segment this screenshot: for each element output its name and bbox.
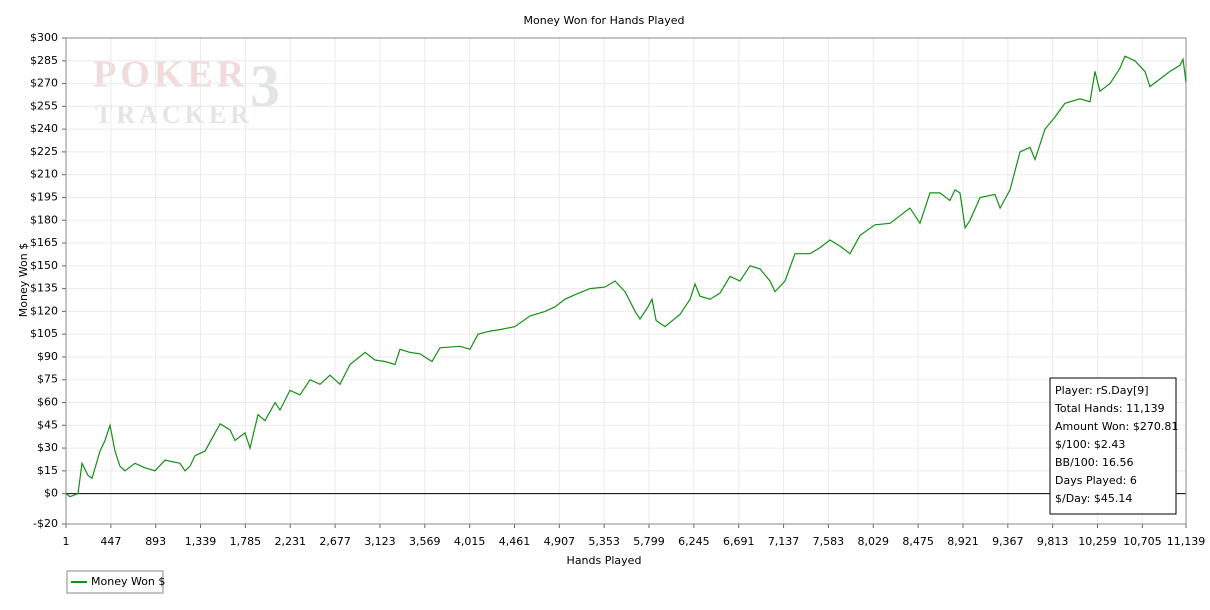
stats-line: Days Played: 6 — [1055, 474, 1137, 487]
x-tick-label: 2,231 — [274, 535, 306, 548]
legend-box — [66, 570, 164, 594]
stats-line: BB/100: 16.56 — [1055, 456, 1134, 469]
watermark: TRACKER — [95, 100, 253, 129]
y-tick-label: $240 — [30, 122, 58, 135]
x-tick-label: 8,475 — [902, 535, 934, 548]
y-tick-label: $15 — [37, 464, 58, 477]
y-tick-label: $195 — [30, 190, 58, 203]
plot-border — [65, 37, 1187, 525]
stats-line: Amount Won: $270.81 — [1055, 420, 1178, 433]
y-tick-label: $120 — [30, 304, 58, 317]
x-tick-label: 5,353 — [588, 535, 620, 548]
x-tick-label: 1,339 — [185, 535, 217, 548]
y-tick-label: $150 — [30, 259, 58, 272]
x-tick-label: 9,367 — [992, 535, 1024, 548]
stats-line: Player: rS.Day[9] — [1055, 384, 1149, 397]
x-tick-label: 4,015 — [454, 535, 486, 548]
y-tick-label: $225 — [30, 145, 58, 158]
legend-label: Money Won $ — [91, 575, 165, 588]
y-tick-label: $105 — [30, 327, 58, 340]
y-tick-label: $270 — [30, 77, 58, 90]
x-tick-label: 10,259 — [1078, 535, 1117, 548]
stats-line: $/Day: $45.14 — [1055, 492, 1132, 505]
x-tick-label: 4,461 — [499, 535, 531, 548]
y-axis-label: Money Won $ — [17, 243, 30, 317]
y-tick-label: $30 — [37, 441, 58, 454]
y-tick-label: $135 — [30, 282, 58, 295]
x-tick-label: 4,907 — [544, 535, 576, 548]
x-tick-label: 8,029 — [858, 535, 890, 548]
x-tick-label: 10,705 — [1123, 535, 1162, 548]
stats-box — [1049, 377, 1177, 515]
x-tick-label: 447 — [100, 535, 121, 548]
x-tick-label: 3,569 — [409, 535, 441, 548]
x-tick-label: 3,123 — [364, 535, 396, 548]
x-tick-label: 2,677 — [319, 535, 351, 548]
x-tick-label: 893 — [145, 535, 166, 548]
x-tick-label: 7,583 — [813, 535, 845, 548]
data-line — [65, 55, 1187, 498]
x-tick-label: 5,799 — [633, 535, 665, 548]
watermark: POKER — [93, 54, 248, 96]
y-tick-label: $285 — [30, 54, 58, 67]
y-tick-label: $60 — [37, 396, 58, 409]
x-tick-label: 8,921 — [947, 535, 979, 548]
stats-line: $/100: $2.43 — [1055, 438, 1125, 451]
y-tick-label: $75 — [37, 373, 58, 386]
x-axis-label: Hands Played — [567, 554, 642, 567]
y-tick-label: -$20 — [33, 517, 58, 530]
y-tick-label: $165 — [30, 236, 58, 249]
x-tick-label: 1,785 — [230, 535, 262, 548]
x-tick-label: 7,137 — [768, 535, 800, 548]
y-tick-label: $210 — [30, 168, 58, 181]
watermark: 3 — [250, 53, 280, 119]
y-tick-label: $255 — [30, 99, 58, 112]
y-tick-label: $0 — [44, 487, 58, 500]
y-tick-label: $45 — [37, 418, 58, 431]
x-tick-label: 6,691 — [723, 535, 755, 548]
stats-line: Total Hands: 11,139 — [1054, 402, 1165, 415]
x-tick-label: 11,139 — [1167, 535, 1206, 548]
y-tick-label: $90 — [37, 350, 58, 363]
x-tick-label: 1 — [63, 535, 70, 548]
chart-title: Money Won for Hands Played — [524, 14, 685, 27]
y-tick-label: $180 — [30, 213, 58, 226]
x-tick-label: 9,813 — [1037, 535, 1069, 548]
x-tick-label: 6,245 — [678, 535, 710, 548]
y-tick-label: $300 — [30, 31, 58, 44]
